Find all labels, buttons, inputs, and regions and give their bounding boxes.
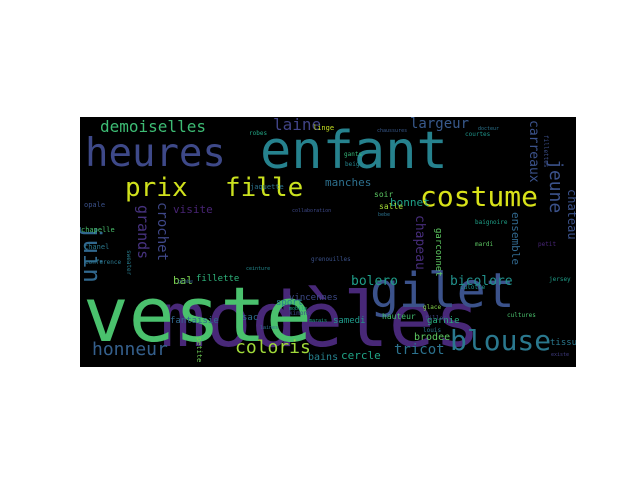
word-chateau: chateau bbox=[565, 189, 576, 240]
word-baignoire: baignoire bbox=[475, 219, 508, 226]
word-tricot: tricot bbox=[394, 342, 445, 358]
word-robes: robes bbox=[249, 130, 268, 137]
word-fillette: fillette bbox=[196, 274, 240, 284]
word-sport: sport bbox=[276, 298, 304, 308]
word-ceinture: ceinture bbox=[246, 266, 271, 272]
word-blouse: blouse bbox=[450, 324, 552, 357]
word-fantaisie: fantaisie bbox=[170, 316, 219, 326]
word-mod-les: modèles bbox=[160, 275, 481, 364]
word-jaquette: jaquette bbox=[250, 183, 284, 191]
word-mobile: mobile bbox=[289, 306, 308, 312]
word-hauteur: hauteur bbox=[382, 312, 416, 321]
word-laine: laine bbox=[273, 117, 322, 134]
word-petite: petite bbox=[195, 337, 203, 363]
word-globe: globe bbox=[178, 279, 194, 285]
word-collaboration: collaboration bbox=[292, 208, 332, 214]
word-louis: louis bbox=[423, 327, 442, 334]
word-manches: manches bbox=[325, 176, 372, 189]
word-visite: visite bbox=[173, 203, 213, 216]
word-cultures: cultures bbox=[507, 312, 536, 319]
word-laines: laines bbox=[260, 325, 279, 331]
word-samedi: samedi bbox=[333, 316, 366, 326]
word-grands: grands bbox=[134, 205, 152, 260]
word-bains: bains bbox=[308, 352, 339, 363]
word-docteur: docteur bbox=[478, 126, 500, 132]
word-sweater: sweater bbox=[125, 250, 132, 276]
word-glace: glace bbox=[423, 304, 442, 311]
word-costume: costume bbox=[420, 180, 539, 213]
word-garnie: garnie bbox=[427, 316, 460, 326]
word-filles: filles bbox=[425, 315, 447, 322]
word-beige: beige bbox=[345, 161, 364, 168]
word-courtes: courtes bbox=[465, 131, 491, 138]
word-cloud-canvas: modèles veste enfant gilet heures costume blou… bbox=[80, 117, 576, 367]
word-crochet: crochet bbox=[154, 202, 170, 262]
word-sac: sac bbox=[242, 313, 259, 323]
word-petit: petit bbox=[538, 241, 557, 248]
word-bolero: bolero bbox=[351, 274, 398, 289]
word-bal: bal bbox=[173, 274, 193, 287]
word-heures: heures bbox=[85, 131, 226, 176]
word-enfant: enfant bbox=[260, 121, 448, 181]
word-garconnet: garconnet bbox=[433, 228, 443, 277]
word-demoiselles: demoiselles bbox=[100, 117, 206, 136]
word-honneur: honneur bbox=[92, 339, 168, 360]
word-gants: gants bbox=[344, 151, 363, 158]
word-ensemble: ensemble bbox=[509, 212, 522, 265]
word-gilet: gilet bbox=[370, 263, 515, 319]
word-grenouilles: grenouilles bbox=[311, 256, 351, 263]
word-bonnet: bonnet bbox=[390, 196, 430, 209]
word-carreaux: carreaux bbox=[526, 120, 541, 183]
word-largeur: largeur bbox=[410, 117, 470, 132]
word-chaussures: chaussures bbox=[377, 128, 408, 134]
word-chanel: chanel bbox=[84, 243, 110, 251]
word-culotte: culotte bbox=[460, 284, 486, 291]
word-brodee: brodee bbox=[414, 332, 451, 343]
word-coloris: coloris bbox=[235, 337, 311, 358]
word-prix: prix bbox=[125, 173, 188, 203]
word-bicolore: bicolore bbox=[450, 274, 513, 289]
word-existe: existe bbox=[551, 352, 570, 358]
word-tissu: tissu bbox=[550, 338, 576, 348]
word-jersey: jersey bbox=[549, 276, 571, 283]
word-kimono: kimono bbox=[289, 310, 311, 317]
word-chapeau: chapeau bbox=[412, 215, 427, 270]
word-linge: linge bbox=[313, 124, 335, 132]
word-opale: opale bbox=[84, 201, 106, 209]
word-fille: fille bbox=[225, 173, 304, 203]
word-chapelle: chapelle bbox=[81, 226, 115, 234]
word-vincennes: vincennes bbox=[289, 293, 338, 303]
word-bebe: bebe bbox=[378, 212, 391, 218]
word-conference: conference bbox=[85, 259, 122, 266]
word-fillettes: fillettes bbox=[542, 135, 549, 168]
word-cercle: cercle bbox=[341, 349, 381, 362]
word-veste: veste bbox=[83, 270, 312, 359]
word-soir: soir bbox=[374, 190, 394, 199]
word-mardi: mardi bbox=[475, 241, 494, 248]
word-salle: salle bbox=[379, 202, 404, 211]
word-marais: marais bbox=[309, 318, 328, 324]
